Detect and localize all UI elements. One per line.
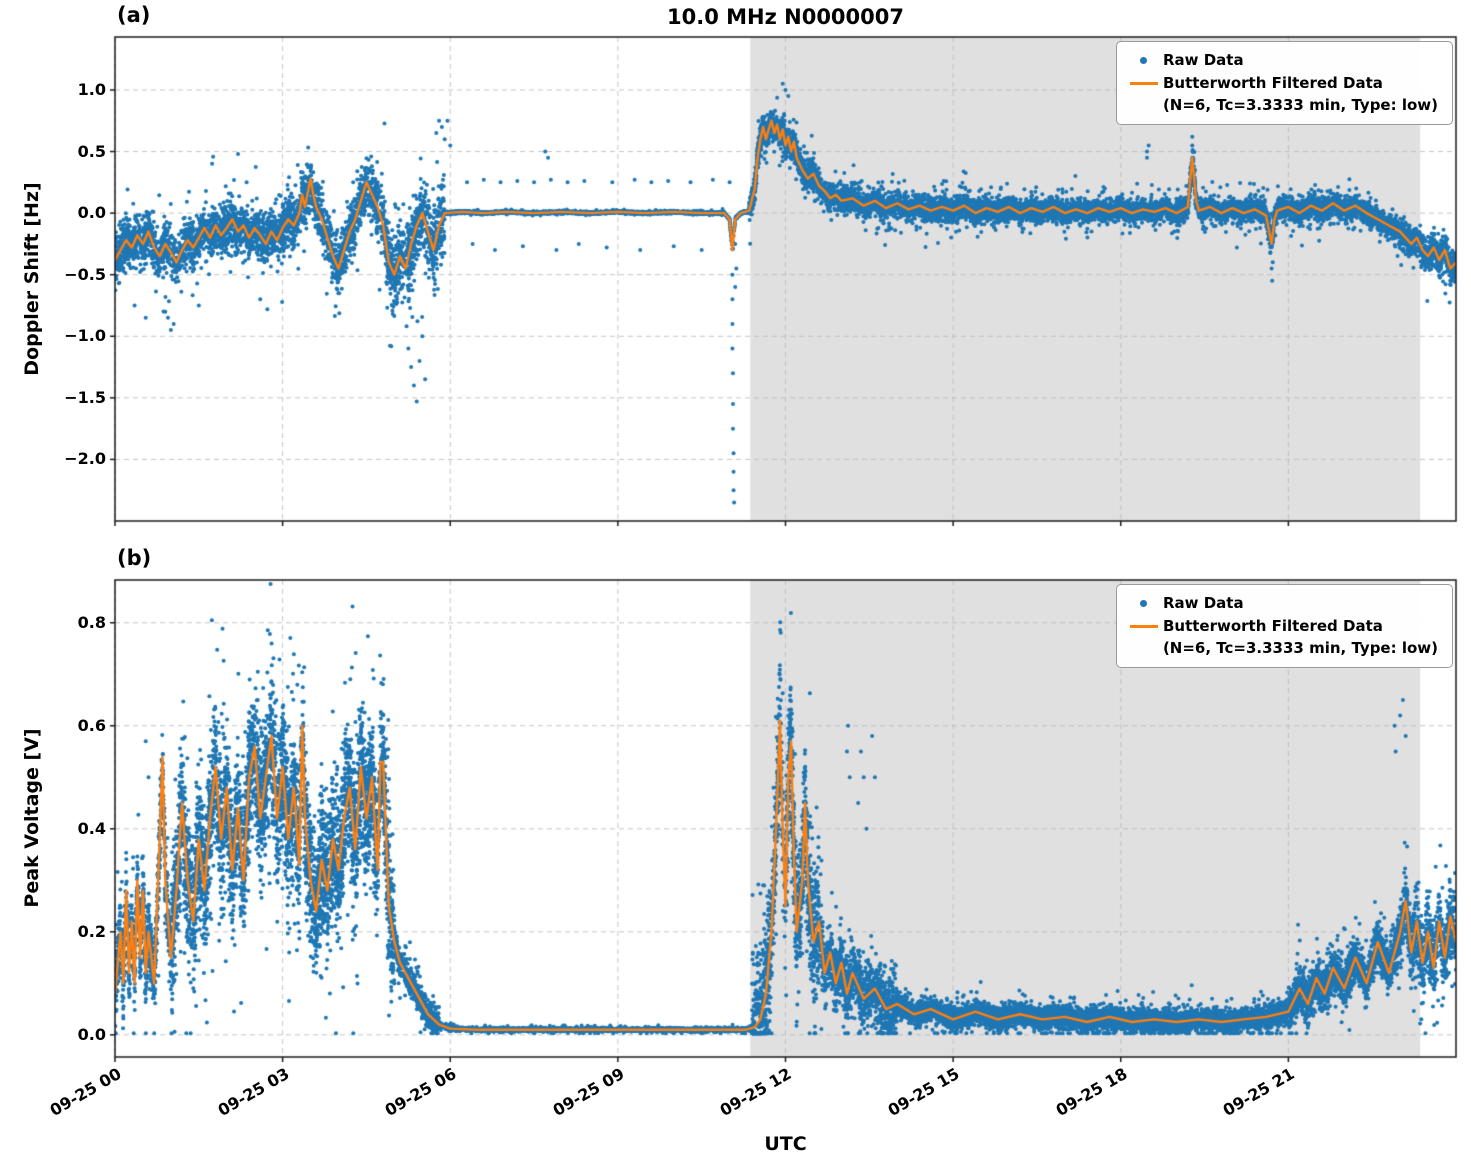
y-tick-label: 0.0 (77, 203, 106, 223)
panel-a-ylabel: Doppler Shift [Hz] (21, 182, 43, 376)
legend-item-filtered-data: Butterworth Filtered Data (N=6, Tc=3.333… (1125, 72, 1438, 117)
filtered-line-icon (1125, 72, 1163, 85)
legend-filtered-label: Butterworth Filtered Data (N=6, Tc=3.333… (1163, 615, 1438, 660)
y-tick-label: 0.2 (77, 921, 106, 941)
panel-a-label: (a) (117, 3, 151, 27)
legend-item-raw-data: Raw Data (1125, 49, 1438, 72)
legend-raw-label: Raw Data (1162, 51, 1244, 69)
x-tick-label: 09-25 09 (549, 1064, 628, 1120)
x-tick-label: 09-25 15 (884, 1064, 963, 1120)
x-axis-label: UTC (764, 1133, 807, 1155)
legend-filtered-label-line1: Butterworth Filtered Data (1162, 616, 1383, 635)
panel-b-legend: Raw Data Butterworth Filtered Data (N=6,… (1115, 584, 1453, 668)
y-tick-label: 1.0 (77, 79, 106, 99)
x-tick-label: 09-25 18 (1052, 1064, 1131, 1120)
x-tick-label: 09-25 21 (1219, 1064, 1298, 1120)
y-tick-label: −2.0 (64, 449, 106, 469)
y-tick-label: 0.6 (77, 715, 106, 735)
legend-filtered-label: Butterworth Filtered Data (N=6, Tc=3.333… (1163, 72, 1438, 117)
legend-raw-label: Raw Data (1162, 594, 1244, 612)
x-tick-label: 09-25 03 (214, 1064, 293, 1120)
x-tick-label: 09-25 00 (46, 1064, 125, 1120)
y-tick-label: −0.5 (64, 264, 106, 284)
x-tick-label: 09-25 06 (381, 1064, 460, 1120)
y-tick-label: −1.0 (64, 326, 106, 346)
legend-item-raw-data: Raw Data (1125, 592, 1438, 615)
y-tick-label: 0.4 (77, 818, 106, 838)
legend-filtered-label-line2: (N=6, Tc=3.3333 min, Type: low) (1162, 639, 1438, 657)
y-tick-label: 0.0 (77, 1024, 106, 1044)
y-tick-label: 0.5 (77, 141, 106, 161)
figure-title: 10.0 MHz N0000007 (667, 5, 904, 29)
y-tick-label: 0.8 (77, 612, 106, 632)
panel-b-ylabel: Peak Voltage [V] (21, 728, 43, 908)
legend-filtered-label-line2: (N=6, Tc=3.3333 min, Type: low) (1162, 96, 1438, 114)
raw-data-dot-icon (1125, 49, 1163, 64)
panel-b-label: (b) (117, 546, 152, 570)
raw-data-dot-icon (1125, 592, 1163, 607)
legend-item-filtered-data: Butterworth Filtered Data (N=6, Tc=3.333… (1125, 615, 1438, 660)
panel-a-legend: Raw Data Butterworth Filtered Data (N=6,… (1115, 41, 1453, 125)
filtered-line-icon (1125, 615, 1163, 628)
y-tick-label: −1.5 (64, 387, 106, 407)
x-tick-label: 09-25 12 (717, 1064, 795, 1120)
legend-filtered-label-line1: Butterworth Filtered Data (1162, 73, 1383, 92)
